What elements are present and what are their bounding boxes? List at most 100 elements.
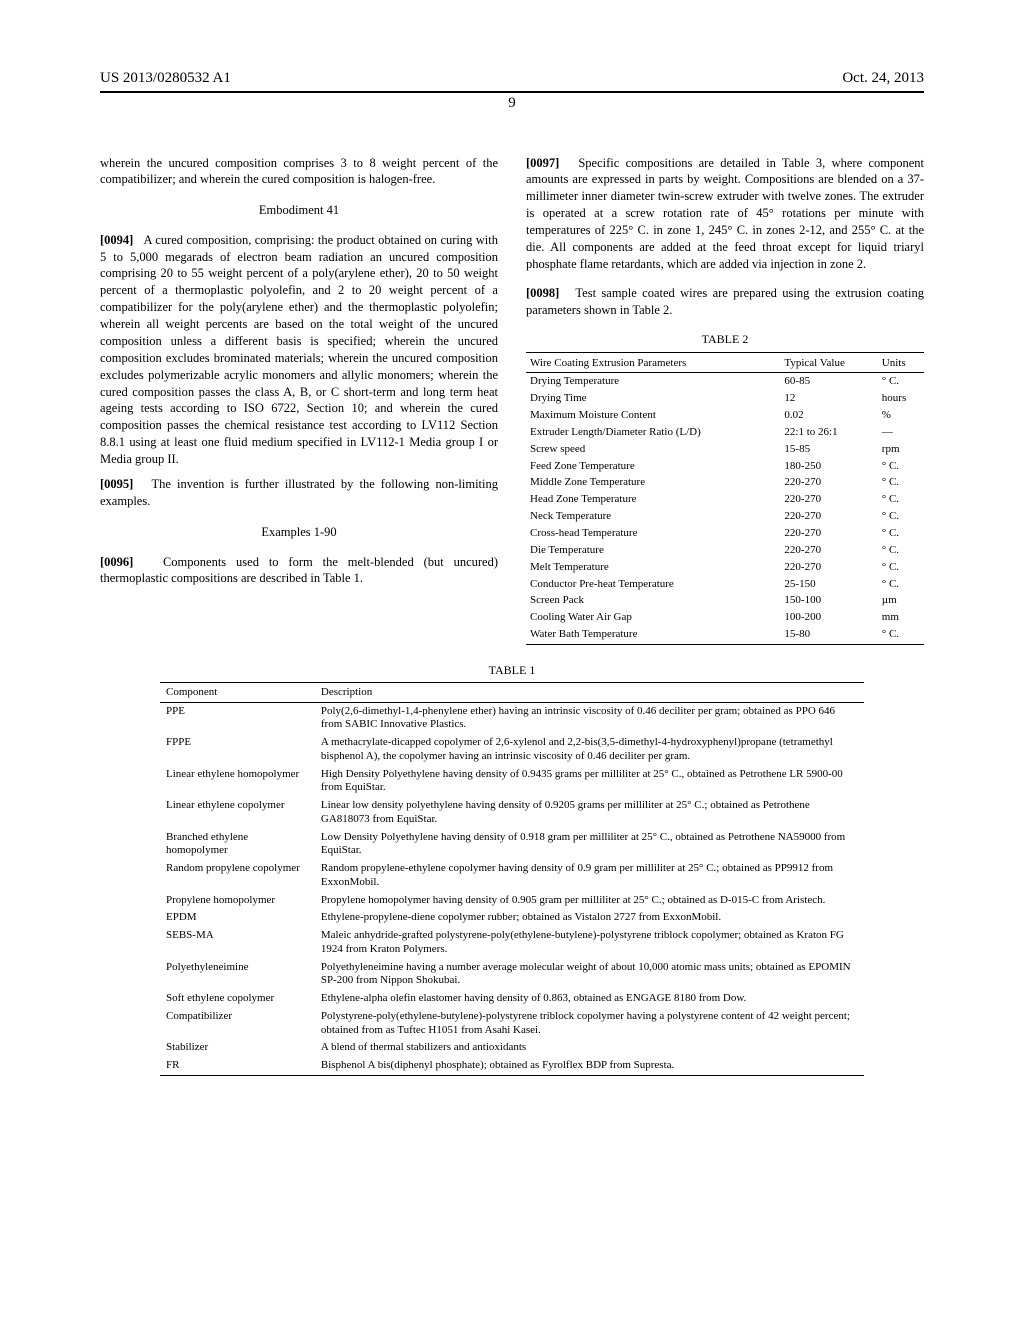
table-cell: Drying Time: [526, 390, 780, 407]
table-cell: Ethylene-propylene-diene copolymer rubbe…: [315, 909, 864, 927]
para-ref-0097: [0097]: [526, 156, 559, 170]
paragraph-0097: [0097] Specific compositions are detaile…: [526, 155, 924, 273]
table-cell: Screen Pack: [526, 592, 780, 609]
publication-number: US 2013/0280532 A1: [100, 70, 231, 87]
table-row: FPPEA methacrylate-dicapped copolymer of…: [160, 734, 864, 766]
table-cell: µm: [878, 592, 924, 609]
table-cell: SEBS-MA: [160, 927, 315, 959]
table2-h0: Wire Coating Extrusion Parameters: [526, 354, 780, 373]
table2-h1: Typical Value: [780, 354, 877, 373]
table-row: PPEPoly(2,6-dimethyl-1,4-phenylene ether…: [160, 702, 864, 734]
table-cell: Propylene homopolymer having density of …: [315, 892, 864, 910]
para-ref-0095: [0095]: [100, 477, 133, 491]
table-cell: Linear low density polyethylene having d…: [315, 797, 864, 829]
paragraph-0094: [0094] A cured composition, comprising: …: [100, 232, 498, 468]
table-cell: Poly(2,6-dimethyl-1,4-phenylene ether) h…: [315, 702, 864, 734]
publication-date: Oct. 24, 2013: [842, 70, 924, 87]
table-row: StabilizerA blend of thermal stabilizers…: [160, 1039, 864, 1057]
table-row: Linear ethylene copolymerLinear low dens…: [160, 797, 864, 829]
table-cell: 0.02: [780, 407, 877, 424]
table2-caption: TABLE 2: [526, 331, 924, 347]
table-cell: 25-150: [780, 576, 877, 593]
header-rule: [100, 91, 924, 93]
table-row: Extruder Length/Diameter Ratio (L/D)22:1…: [526, 424, 924, 441]
intro-fragment: wherein the uncured composition comprise…: [100, 155, 498, 189]
table-cell: High Density Polyethylene having density…: [315, 766, 864, 798]
table-cell: A methacrylate-dicapped copolymer of 2,6…: [315, 734, 864, 766]
paragraph-0098: [0098] Test sample coated wires are prep…: [526, 285, 924, 319]
table-row: Random propylene copolymerRandom propyle…: [160, 860, 864, 892]
table-cell: Random propylene copolymer: [160, 860, 315, 892]
table-row: Middle Zone Temperature220-270° C.: [526, 474, 924, 491]
table-cell: Polyethyleneimine having a number averag…: [315, 959, 864, 991]
table-cell: 15-80: [780, 626, 877, 643]
table-1: Component Description PPEPoly(2,6-dimeth…: [160, 682, 864, 1077]
table-2: Wire Coating Extrusion Parameters Typica…: [526, 352, 924, 645]
table-cell: ° C.: [878, 576, 924, 593]
table-cell: Water Bath Temperature: [526, 626, 780, 643]
para-0095-text: The invention is further illustrated by …: [100, 477, 498, 508]
table-row: FRBisphenol A bis(diphenyl phosphate); o…: [160, 1057, 864, 1075]
table-cell: FPPE: [160, 734, 315, 766]
table-row: Linear ethylene homopolymerHigh Density …: [160, 766, 864, 798]
table-row: Screen Pack150-100µm: [526, 592, 924, 609]
table-cell: Head Zone Temperature: [526, 491, 780, 508]
left-column: wherein the uncured composition comprise…: [100, 142, 498, 645]
table-cell: ° C.: [878, 508, 924, 525]
right-column: [0097] Specific compositions are detaile…: [526, 142, 924, 645]
table-cell: Conductor Pre-heat Temperature: [526, 576, 780, 593]
table-cell: Linear ethylene copolymer: [160, 797, 315, 829]
table-row: PolyethyleneiminePolyethyleneimine havin…: [160, 959, 864, 991]
table-cell: ° C.: [878, 474, 924, 491]
table-cell: Middle Zone Temperature: [526, 474, 780, 491]
table-cell: ° C.: [878, 559, 924, 576]
table-cell: Low Density Polyethylene having density …: [315, 829, 864, 861]
table-cell: %: [878, 407, 924, 424]
table-cell: ° C.: [878, 525, 924, 542]
table-row: Head Zone Temperature220-270° C.: [526, 491, 924, 508]
table-cell: Polyethyleneimine: [160, 959, 315, 991]
table-cell: mm: [878, 609, 924, 626]
table-cell: 220-270: [780, 508, 877, 525]
table-cell: Propylene homopolymer: [160, 892, 315, 910]
table-row: Melt Temperature220-270° C.: [526, 559, 924, 576]
para-0094-text: A cured composition, comprising: the pro…: [100, 233, 498, 466]
table1-h1: Description: [315, 684, 864, 702]
table-cell: EPDM: [160, 909, 315, 927]
table-cell: Extruder Length/Diameter Ratio (L/D): [526, 424, 780, 441]
examples-title: Examples 1-90: [100, 524, 498, 541]
table1-caption: TABLE 1: [160, 663, 864, 678]
table-row: Branched ethylene homopolymerLow Density…: [160, 829, 864, 861]
page-header: US 2013/0280532 A1 Oct. 24, 2013: [100, 70, 924, 87]
table-cell: PPE: [160, 702, 315, 734]
table-cell: 15-85: [780, 441, 877, 458]
table-cell: 100-200: [780, 609, 877, 626]
table-row: Cross-head Temperature220-270° C.: [526, 525, 924, 542]
table-cell: Neck Temperature: [526, 508, 780, 525]
table-cell: ° C.: [878, 542, 924, 559]
table-cell: Melt Temperature: [526, 559, 780, 576]
table-cell: 220-270: [780, 542, 877, 559]
table-cell: 60-85: [780, 373, 877, 390]
table-cell: ° C.: [878, 458, 924, 475]
table-cell: Branched ethylene homopolymer: [160, 829, 315, 861]
table-row: Drying Time12hours: [526, 390, 924, 407]
table-row: Drying Temperature60-85° C.: [526, 373, 924, 390]
table-cell: 22:1 to 26:1: [780, 424, 877, 441]
table-row: EPDMEthylene-propylene-diene copolymer r…: [160, 909, 864, 927]
table-cell: Maximum Moisture Content: [526, 407, 780, 424]
paragraph-0096: [0096] Components used to form the melt-…: [100, 554, 498, 588]
page-number: 9: [100, 95, 924, 112]
table-cell: 12: [780, 390, 877, 407]
table-cell: 180-250: [780, 458, 877, 475]
para-ref-0094: [0094]: [100, 233, 133, 247]
table-cell: Maleic anhydride-grafted polystyrene-pol…: [315, 927, 864, 959]
table-cell: 220-270: [780, 491, 877, 508]
table-row: Water Bath Temperature15-80° C.: [526, 626, 924, 643]
table-cell: Stabilizer: [160, 1039, 315, 1057]
table-row: Conductor Pre-heat Temperature25-150° C.: [526, 576, 924, 593]
table-cell: Screw speed: [526, 441, 780, 458]
table-row: Propylene homopolymerPropylene homopolym…: [160, 892, 864, 910]
table-cell: Linear ethylene homopolymer: [160, 766, 315, 798]
table-cell: 220-270: [780, 525, 877, 542]
